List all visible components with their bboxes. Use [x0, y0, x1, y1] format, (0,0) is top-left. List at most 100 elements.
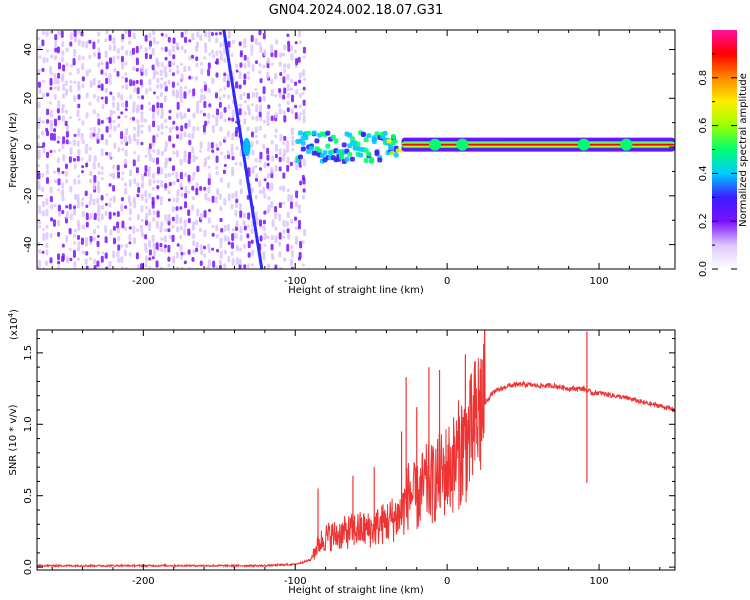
noise-cell [168, 127, 172, 133]
noise-cell [196, 208, 200, 217]
noise-cell [160, 46, 164, 51]
noise-cell [144, 219, 148, 226]
noise-cell [68, 247, 72, 252]
noise-cell [77, 54, 81, 61]
noise-cell [183, 219, 187, 228]
noise-cell [97, 52, 101, 60]
band-cell [390, 133, 396, 139]
noise-cell [188, 151, 192, 160]
noise-cell [60, 56, 64, 63]
noise-cell [120, 196, 124, 202]
noise-cell [231, 132, 235, 141]
band-cell [360, 132, 366, 138]
noise-cell [216, 248, 220, 253]
noise-cell [85, 40, 89, 49]
noise-cell [163, 235, 167, 243]
noise-cell [61, 210, 65, 215]
noise-cell [235, 81, 239, 89]
noise-cell [188, 89, 192, 94]
noise-cell [97, 79, 101, 86]
noise-cell [144, 47, 148, 53]
noise-cell [294, 201, 298, 208]
noise-cell [274, 165, 278, 172]
band-cell [338, 154, 344, 160]
noise-cell [73, 95, 77, 102]
noise-cell [223, 72, 227, 77]
band-cell [393, 152, 399, 158]
noise-cell [104, 72, 108, 76]
noise-cell [172, 150, 176, 155]
noise-cell [92, 258, 96, 265]
band-cell [355, 141, 361, 147]
noise-cell [54, 34, 58, 41]
noise-cell [116, 70, 120, 77]
noise-cell [294, 81, 298, 87]
noise-cell [37, 149, 41, 158]
noise-cell [223, 163, 227, 168]
noise-cell [124, 108, 128, 112]
noise-cell [262, 187, 266, 195]
noise-cell [92, 41, 96, 50]
noise-cell [73, 178, 77, 186]
spectrogram-marks [37, 30, 675, 269]
noise-cell [73, 48, 77, 57]
noise-cell [286, 211, 290, 219]
noise-cell [62, 136, 66, 145]
noise-cell [238, 103, 242, 108]
noise-cell [112, 119, 116, 124]
noise-cell [156, 185, 160, 190]
noise-cell [123, 249, 127, 257]
snr-multiplier-exponent: 4 [7, 312, 15, 317]
noise-cell [270, 234, 274, 241]
noise-cell [282, 141, 286, 146]
noise-cell [41, 200, 45, 208]
noise-cell [124, 114, 128, 119]
noise-cell [135, 68, 139, 72]
noise-cell [239, 247, 243, 252]
noise-cell [100, 133, 104, 141]
band-cell [363, 157, 369, 163]
noise-cell [235, 198, 239, 204]
noise-cell [192, 154, 196, 163]
noise-cell [160, 123, 164, 130]
noise-cell [57, 85, 61, 92]
noise-cell [208, 208, 212, 212]
noise-cell [192, 88, 196, 97]
noise-cell [77, 117, 81, 122]
snr-multiplier-close: ) [9, 309, 20, 313]
noise-cell [234, 233, 238, 239]
noise-cell [108, 151, 112, 160]
noise-cell [97, 162, 101, 168]
noise-cell [175, 89, 179, 96]
noise-cell [219, 50, 223, 55]
snr-x-tick-label: -200 [132, 576, 155, 587]
noise-cell [117, 257, 121, 263]
noise-cell [207, 112, 211, 120]
noise-cell [144, 154, 148, 158]
colorbar: 0.0 0.2 0.4 0.6 0.8 Normalized spectral ampl… [698, 30, 749, 277]
noise-cell [73, 208, 77, 216]
noise-cell [298, 104, 302, 109]
noise-cell [80, 157, 84, 161]
noise-cell [219, 244, 223, 248]
band-cell [371, 135, 377, 141]
noise-cell [57, 204, 61, 212]
noise-cell [144, 165, 148, 173]
noise-cell [136, 264, 140, 269]
noise-cell [250, 140, 254, 148]
noise-cell [246, 224, 250, 228]
noise-cell [212, 54, 216, 59]
noise-cell [68, 228, 72, 235]
noise-cell [235, 126, 239, 134]
noise-cell [112, 55, 116, 64]
noise-cell [226, 150, 230, 156]
noise-cell [38, 116, 42, 124]
noise-cell [180, 45, 184, 51]
noise-cell [128, 134, 132, 140]
noise-cell [49, 86, 53, 91]
noise-cell [278, 213, 282, 221]
noise-cell [168, 109, 172, 114]
snr-y-tick-label: 1.5 [23, 345, 34, 361]
chart-title: GN04.2024.002.18.07.G31 [269, 3, 444, 18]
noise-cell [135, 57, 139, 66]
